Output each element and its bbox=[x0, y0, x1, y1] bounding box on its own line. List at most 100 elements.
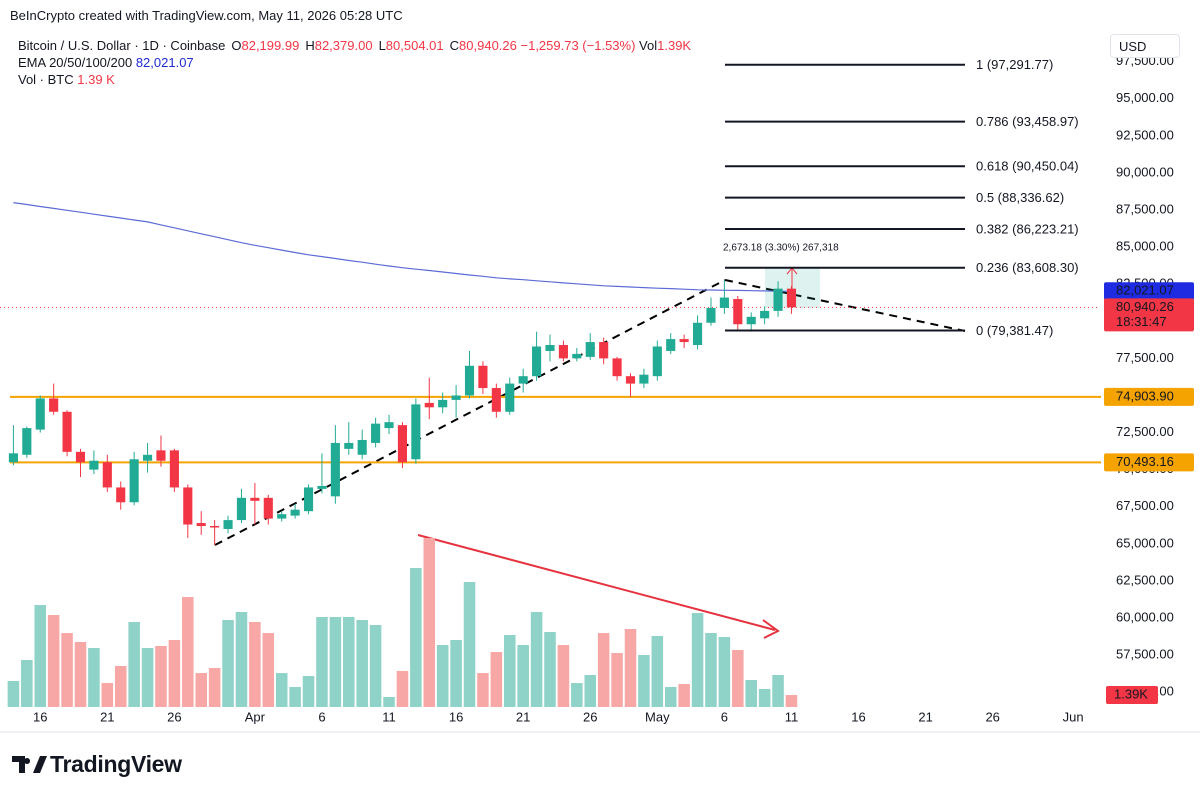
volume-bar bbox=[302, 675, 315, 707]
candle-body bbox=[532, 346, 542, 377]
volume-bar bbox=[61, 633, 73, 707]
candle-body bbox=[438, 399, 448, 408]
x-tick-label: 26 bbox=[583, 709, 597, 724]
candle-body bbox=[625, 376, 636, 384]
volume-bar bbox=[463, 582, 476, 707]
ema-tag-text: 82,021.07 bbox=[1116, 283, 1174, 298]
currency-button[interactable]: USD bbox=[1110, 34, 1180, 58]
fib-label: 0.618 (90,450.04) bbox=[976, 159, 1079, 174]
ohlc-key: C bbox=[449, 38, 460, 53]
x-tick-label: 11 bbox=[785, 709, 799, 724]
candle-body bbox=[250, 497, 260, 501]
volume-value: 1.39 K bbox=[77, 72, 115, 87]
volume-bar bbox=[624, 628, 637, 707]
volume-bar bbox=[101, 683, 114, 707]
y-tick-label: 62,500.00 bbox=[1116, 572, 1174, 587]
volume-bar bbox=[396, 670, 409, 707]
candle-body bbox=[169, 450, 179, 488]
header: BeInCrypto created with TradingView.com,… bbox=[10, 8, 403, 23]
candle-body bbox=[196, 523, 206, 527]
candle-body bbox=[505, 383, 515, 412]
x-tick-label: 26 bbox=[985, 709, 999, 724]
volume-bar bbox=[208, 668, 221, 707]
volume-bar bbox=[182, 597, 194, 707]
volume-bar bbox=[369, 625, 382, 707]
level-tag-text: 74,903.90 bbox=[1116, 388, 1174, 403]
volume-bar bbox=[691, 613, 704, 707]
candle-body bbox=[210, 526, 220, 528]
candle-body bbox=[545, 345, 555, 351]
x-tick-label: Apr bbox=[245, 709, 266, 724]
volume-bar bbox=[316, 617, 328, 707]
volume-bar bbox=[705, 633, 717, 707]
volume-bar bbox=[343, 617, 355, 707]
y-tick-label: 67,500.00 bbox=[1116, 498, 1174, 513]
y-axis-bg bbox=[1101, 0, 1200, 731]
volume-bar bbox=[128, 622, 140, 707]
fib-label: 0 (79,381.47) bbox=[976, 323, 1053, 338]
level-tag bbox=[1104, 387, 1194, 406]
volume-bar bbox=[530, 612, 543, 707]
volume-bar bbox=[785, 695, 798, 707]
candle-body bbox=[491, 388, 501, 412]
candle-body bbox=[303, 487, 314, 512]
candle-body bbox=[760, 310, 770, 319]
fib-label: 0.5 (88,336.62) bbox=[976, 190, 1064, 205]
trend-line bbox=[724, 279, 966, 332]
candle-body bbox=[411, 404, 421, 460]
volume-bar bbox=[356, 620, 368, 707]
volume-bar bbox=[235, 612, 248, 707]
y-tick-label: 90,000.00 bbox=[1116, 164, 1174, 179]
candle-body bbox=[156, 450, 166, 461]
volume-bar bbox=[275, 673, 288, 707]
y-tick-label: 85,000.00 bbox=[1116, 239, 1174, 254]
y-tick-label: 95,000.00 bbox=[1116, 90, 1174, 105]
candle-body bbox=[451, 395, 461, 400]
symbol: Bitcoin / U.S. Dollar · 1D · Coinbase bbox=[18, 38, 226, 53]
volume-bar bbox=[477, 673, 489, 707]
ohlc-key: H bbox=[305, 38, 315, 53]
candle-body bbox=[652, 346, 662, 377]
volume-bar bbox=[745, 680, 757, 707]
x-tick-label: May bbox=[645, 709, 670, 724]
candle-body bbox=[62, 411, 72, 452]
volume-bar bbox=[664, 687, 677, 707]
legend-row: Bitcoin / U.S. Dollar · 1D · Coinbase O82… bbox=[18, 37, 691, 54]
candle-body bbox=[223, 520, 233, 529]
y-tick-label: 57,500.00 bbox=[1116, 647, 1174, 662]
candle-body bbox=[75, 451, 86, 463]
volume-bar bbox=[155, 645, 167, 707]
ohlc-value: 80,504.01 bbox=[385, 38, 444, 53]
legend-row: EMA 20/50/100/200 82,021.07 bbox=[18, 54, 691, 71]
volume-bar bbox=[544, 632, 556, 707]
fib-label: 0.236 (83,608.30) bbox=[976, 260, 1079, 275]
candle-body bbox=[8, 453, 18, 463]
level-tag bbox=[1104, 453, 1194, 472]
volume-bar bbox=[195, 673, 207, 707]
volume-trend-arrow bbox=[417, 534, 776, 631]
candle-body bbox=[183, 487, 193, 525]
candle-body bbox=[518, 376, 528, 384]
candle-body bbox=[719, 297, 729, 308]
x-tick-label: 21 bbox=[918, 709, 932, 724]
arrow-head bbox=[762, 619, 780, 639]
candle-body bbox=[236, 497, 247, 521]
volume-bar bbox=[732, 650, 744, 707]
candle-body bbox=[693, 322, 703, 346]
y-tick-label: 60,000.00 bbox=[1116, 609, 1174, 624]
ema-tag bbox=[1104, 282, 1194, 301]
ema-name: EMA 20/50/100/200 bbox=[18, 55, 133, 70]
volume-bar bbox=[678, 683, 690, 707]
volume-bar bbox=[222, 620, 234, 707]
candle-body bbox=[679, 339, 689, 343]
ohlc-value: 80,940.26 bbox=[459, 38, 517, 53]
ohlc-value: 82,199.99 bbox=[241, 38, 300, 53]
fib-label: 1 (97,291.77) bbox=[976, 57, 1053, 72]
ohlc-key: L bbox=[378, 38, 386, 53]
candle-body bbox=[773, 288, 783, 311]
volume-bar bbox=[503, 635, 516, 707]
candle-body bbox=[733, 299, 743, 325]
